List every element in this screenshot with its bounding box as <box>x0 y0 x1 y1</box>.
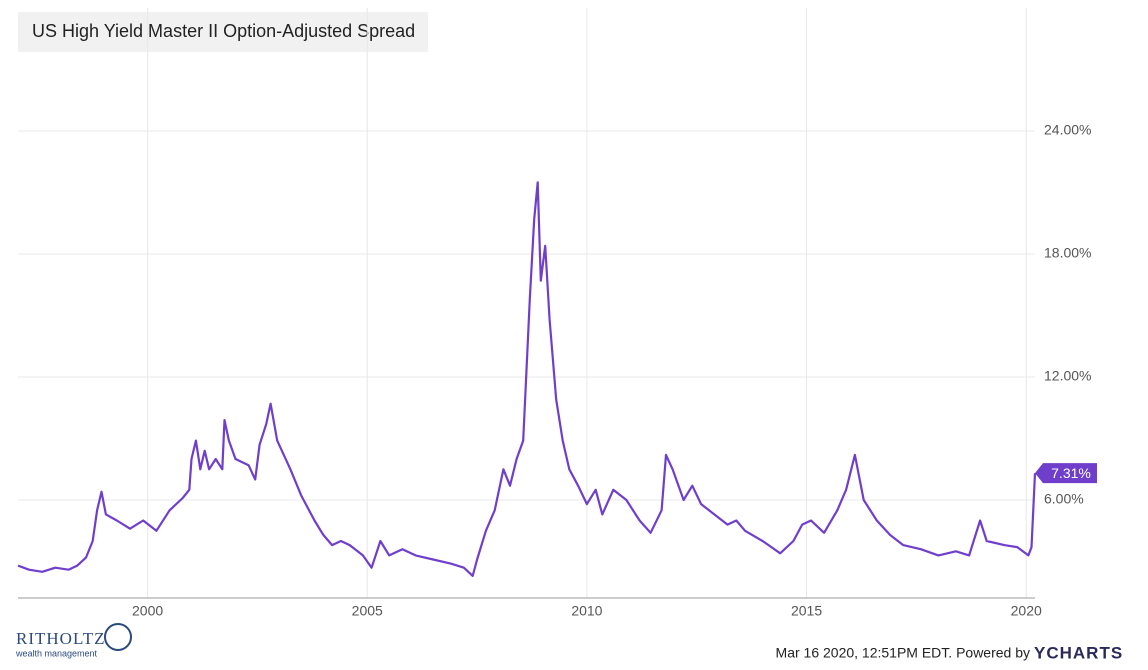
x-tick-label: 2010 <box>571 603 602 619</box>
title-box <box>18 12 428 52</box>
provider-logo: YCHARTS <box>1034 643 1123 662</box>
y-tick-label: 24.00% <box>1044 122 1091 138</box>
x-tick-label: 2020 <box>1011 603 1042 619</box>
y-tick-label: 12.00% <box>1044 368 1091 384</box>
y-tick-label: 18.00% <box>1044 245 1091 261</box>
brand-tagline: wealth management <box>15 648 98 658</box>
x-tick-label: 2000 <box>132 603 163 619</box>
chart-title: US High Yield Master II Option-Adjusted … <box>32 21 415 41</box>
data-line <box>17 181 1037 577</box>
brand-logo: RITHOLTZ <box>16 629 106 648</box>
source-note: Mar 16 2020, 12:51PM EDT. Powered by <box>776 645 1030 661</box>
x-tick-label: 2005 <box>352 603 383 619</box>
x-tick-label: 2015 <box>791 603 822 619</box>
logo-emblem <box>104 623 132 651</box>
value-callout-label: 7.31% <box>1051 465 1091 481</box>
value-callout <box>1035 463 1097 484</box>
y-tick-label: 6.00% <box>1044 491 1084 507</box>
